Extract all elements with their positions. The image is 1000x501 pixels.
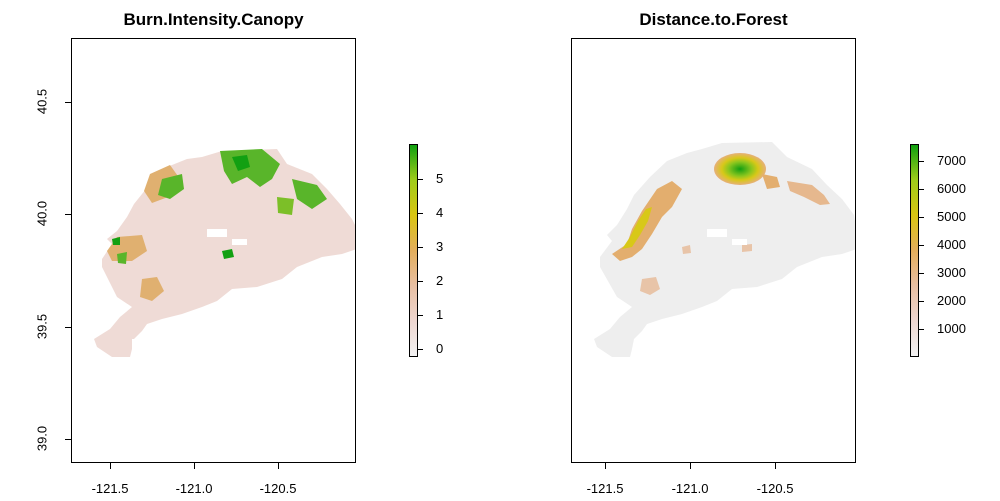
- legend-tick: [919, 217, 924, 218]
- x-tick-label: -121.0: [175, 481, 213, 496]
- map-frame: [571, 38, 856, 463]
- legend-tick: [418, 315, 423, 316]
- legend-tick: [919, 161, 924, 162]
- legend-label: 4: [436, 205, 444, 220]
- panel-title: Distance.to.Forest: [639, 10, 788, 29]
- legend-label: 0: [436, 341, 444, 356]
- color-legend-bar: [409, 144, 418, 357]
- legend-label: 2000: [937, 293, 966, 308]
- legend-label: 5000: [937, 209, 966, 224]
- x-tick-label: -120.5: [756, 481, 794, 496]
- legend-tick: [919, 301, 924, 302]
- legend-tick: [418, 247, 423, 248]
- map-frame: [71, 38, 356, 463]
- x-tick-label: -121.5: [586, 481, 624, 496]
- legend-tick: [919, 329, 924, 330]
- x-tick: [775, 463, 776, 469]
- legend-tick: [418, 281, 423, 282]
- color-legend-bar: [910, 144, 919, 357]
- legend-label: 1000: [937, 321, 966, 336]
- legend-label: 1: [436, 307, 444, 322]
- y-tick-label: 40.0: [34, 200, 50, 227]
- legend-tick: [919, 273, 924, 274]
- legend-label: 4000: [937, 237, 966, 252]
- legend-label: 6000: [937, 181, 966, 196]
- panel-title: Burn.Intensity.Canopy: [123, 10, 304, 29]
- legend-tick: [418, 213, 423, 214]
- y-tick: [65, 439, 71, 440]
- y-tick-label: 40.5: [34, 88, 50, 115]
- legend-label: 3000: [937, 265, 966, 280]
- legend-label: 3: [436, 239, 444, 254]
- legend-tick: [418, 349, 423, 350]
- x-tick-label: -121.5: [91, 481, 129, 496]
- x-tick-label: -120.5: [259, 481, 297, 496]
- y-tick-label: 39.0: [34, 425, 50, 452]
- y-tick: [65, 327, 71, 328]
- x-tick: [194, 463, 195, 469]
- x-tick: [605, 463, 606, 469]
- raster-map-distance: [594, 142, 855, 357]
- y-tick: [65, 102, 71, 103]
- legend-tick: [418, 179, 423, 180]
- y-tick: [65, 214, 71, 215]
- legend-label: 7000: [937, 153, 966, 168]
- x-tick-label: -121.0: [671, 481, 709, 496]
- legend-tick: [919, 189, 924, 190]
- legend-tick: [919, 245, 924, 246]
- x-tick: [278, 463, 279, 469]
- raster-map-burn: [94, 149, 355, 357]
- x-tick: [690, 463, 691, 469]
- x-tick: [110, 463, 111, 469]
- legend-label: 5: [436, 171, 444, 186]
- legend-label: 2: [436, 273, 444, 288]
- y-tick-label: 39.5: [34, 313, 50, 340]
